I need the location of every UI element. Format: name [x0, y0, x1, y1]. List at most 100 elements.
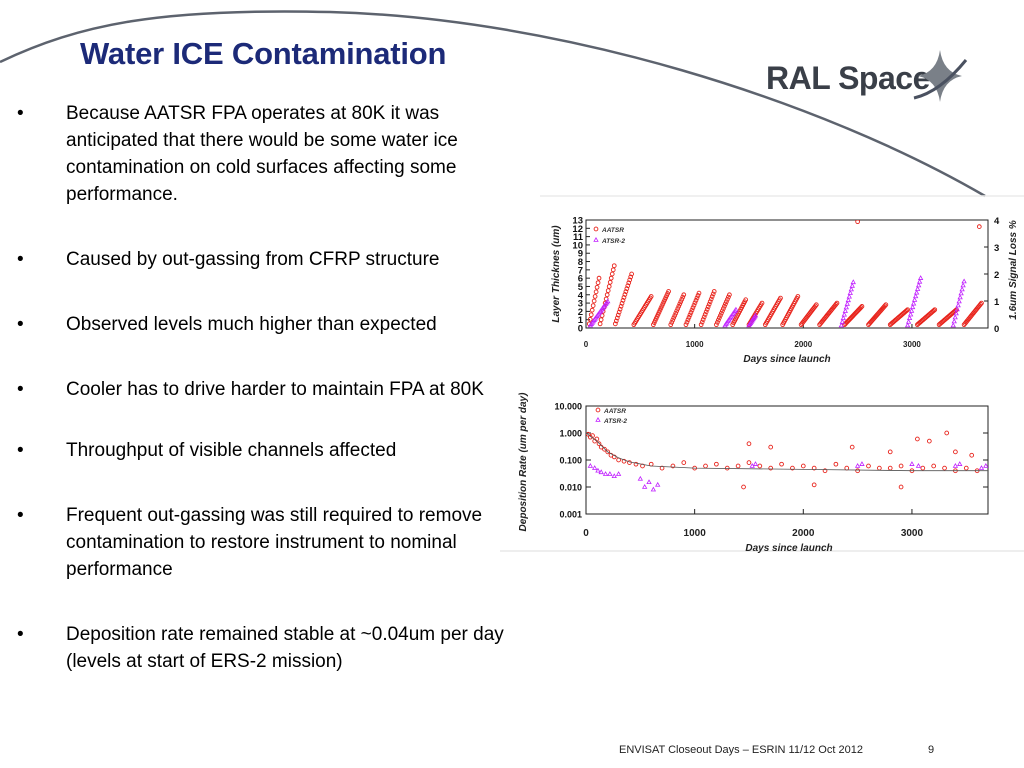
data-point-aatsr [669, 320, 675, 325]
data-point-atsr2 [602, 471, 609, 476]
data-point-atsr2 [915, 462, 922, 468]
data-point-aatsr [898, 463, 904, 469]
data-point-aatsr [926, 438, 932, 444]
data-point-atsr2 [752, 312, 759, 318]
data-point-atsr2 [916, 278, 923, 284]
data-point-atsr2 [911, 296, 918, 302]
x-tick-label: 2000 [794, 340, 812, 349]
data-point-aatsr [616, 309, 622, 315]
data-point-atsr2 [848, 286, 854, 292]
data-point-aatsr [866, 463, 871, 469]
data-point-aatsr [811, 482, 817, 488]
data-point-aatsr [714, 461, 719, 467]
data-point-atsr2 [908, 307, 915, 313]
data-point-aatsr [606, 284, 612, 289]
data-point-atsr2 [910, 300, 917, 306]
bullet-text: Frequent out-gassing was still required … [66, 505, 483, 580]
x-tick-label: 3000 [901, 528, 924, 539]
data-point-aatsr [905, 307, 910, 313]
x-tick-label: 0 [583, 528, 589, 539]
legend-label-atsr2: ATSR-2 [601, 238, 625, 245]
bullet-item-4: • Cooler has to drive harder to maintain… [0, 376, 528, 403]
data-point-atsr2 [595, 467, 601, 473]
data-point-aatsr [778, 295, 783, 301]
data-point-aatsr [693, 298, 699, 303]
data-point-aatsr [608, 275, 614, 281]
bullet-text: Cooler has to drive harder to maintain F… [66, 379, 484, 400]
data-point-aatsr [953, 449, 958, 455]
data-point-atsr2 [950, 322, 956, 328]
data-point-aatsr [719, 310, 724, 316]
data-point-atsr2 [953, 310, 959, 316]
data-point-aatsr [614, 315, 620, 321]
data-point-aatsr [602, 446, 607, 452]
data-point-aatsr [963, 465, 969, 471]
data-point-aatsr [668, 322, 674, 328]
data-point-aatsr [707, 299, 713, 305]
data-point-aatsr [685, 317, 691, 323]
data-point-aatsr [605, 449, 611, 455]
data-point-atsr2 [733, 306, 739, 312]
y2-tick-label: 0 [994, 324, 999, 335]
bullet-item-2: • Caused by out-gassing from CFRP struct… [0, 246, 528, 273]
data-point-atsr2 [752, 461, 759, 466]
y-tick-label: 1.000 [559, 429, 582, 439]
data-point-atsr2 [637, 475, 644, 481]
data-point-aatsr [624, 286, 630, 292]
data-point-aatsr [666, 289, 671, 294]
data-point-aatsr [671, 315, 677, 321]
data-point-aatsr [855, 468, 860, 474]
data-point-aatsr [741, 484, 746, 490]
data-point-aatsr [969, 452, 975, 458]
data-point-atsr2 [641, 483, 648, 489]
data-point-aatsr [979, 300, 984, 306]
y2-axis-label: 1.6um Signal Loss % [1008, 220, 1019, 320]
y-tick-label: 6 [578, 274, 583, 285]
data-point-aatsr [887, 449, 893, 455]
data-point-atsr2 [983, 462, 988, 468]
bullet-text: Because AATSR FPA operates at 80K it was… [66, 103, 458, 205]
data-point-aatsr [681, 460, 687, 465]
data-point-aatsr [686, 315, 692, 320]
footer-text: ENVISAT Closeout Days – ESRIN 11/12 Oct … [619, 744, 863, 756]
data-point-aatsr [610, 267, 616, 273]
x-tick-label: 1000 [686, 340, 704, 349]
bullet-glyph: • [17, 379, 24, 400]
data-point-atsr2 [961, 278, 967, 284]
logo-text: RAL Space [766, 60, 930, 96]
data-point-aatsr [623, 289, 629, 294]
data-point-aatsr [689, 307, 695, 313]
plot-frame [585, 405, 989, 515]
legend-marker-atsr2 [595, 416, 601, 422]
data-point-atsr2 [598, 469, 604, 475]
y-tick-label: 0.100 [559, 456, 582, 466]
data-point-aatsr [613, 318, 619, 324]
data-point-atsr2 [906, 315, 913, 321]
y-tick-label: 12 [572, 224, 583, 235]
data-point-aatsr [620, 298, 626, 303]
data-point-atsr2 [905, 318, 912, 324]
data-point-aatsr [779, 461, 784, 467]
bullet-list: • Because AATSR FPA operates at 80K it w… [0, 100, 530, 675]
data-point-atsr2 [959, 286, 965, 292]
y-tick-label: 10.000 [554, 402, 582, 412]
data-point-aatsr [621, 458, 627, 464]
bullet-text: Deposition rate remained stable at ~0.04… [66, 624, 504, 672]
bullet-glyph: • [17, 505, 24, 526]
data-point-atsr2 [904, 322, 911, 328]
star-icon [913, 50, 968, 102]
data-point-atsr2 [951, 318, 957, 324]
data-point-atsr2 [912, 293, 919, 299]
data-point-atsr2 [841, 311, 847, 317]
data-point-aatsr [684, 319, 690, 325]
data-point-aatsr [931, 463, 937, 469]
legend-label-aatsr: AATSR [603, 408, 626, 415]
bullet-item-6: • Frequent out-gassing was still require… [0, 502, 528, 583]
data-point-atsr2 [913, 289, 920, 295]
data-point-aatsr [611, 263, 617, 269]
data-point-aatsr [811, 465, 817, 471]
data-point-aatsr [720, 308, 725, 314]
data-point-aatsr [717, 315, 722, 321]
data-points [586, 430, 988, 492]
